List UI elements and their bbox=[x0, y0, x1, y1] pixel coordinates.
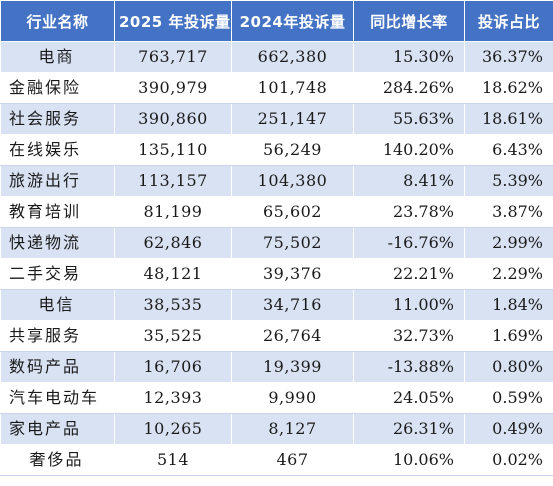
cell-industry: 电信 bbox=[0, 289, 115, 321]
cell-yoy-growth: 26.31% bbox=[353, 413, 465, 445]
cell-count-2024: 34,716 bbox=[231, 289, 354, 321]
table-row: 数码产品 16,706 19,399 -13.88% 0.80% bbox=[0, 351, 553, 383]
cell-yoy-growth: 15.30% bbox=[353, 41, 465, 73]
table-header-row: 行业名称 2025 年投诉量 2024年投诉量 同比增长率 投诉占比 bbox=[0, 0, 553, 42]
cell-count-2024: 251,147 bbox=[231, 103, 354, 135]
cell-yoy-growth: 140.20% bbox=[353, 134, 465, 166]
cell-industry: 奢侈品 bbox=[0, 444, 115, 476]
cell-count-2025: 81,199 bbox=[114, 196, 232, 228]
cell-share: 0.49% bbox=[464, 413, 553, 445]
header-share: 投诉占比 bbox=[464, 0, 553, 42]
cell-yoy-growth: 24.05% bbox=[353, 382, 465, 414]
cell-count-2025: 763,717 bbox=[114, 41, 232, 73]
table-row: 在线娱乐 135,110 56,249 140.20% 6.43% bbox=[0, 134, 553, 166]
cell-count-2024: 19,399 bbox=[231, 351, 354, 383]
cell-count-2024: 104,380 bbox=[231, 165, 354, 197]
cell-share: 1.69% bbox=[464, 320, 553, 352]
cell-count-2025: 62,846 bbox=[114, 227, 232, 259]
cell-share: 1.84% bbox=[464, 289, 553, 321]
cell-industry: 共享服务 bbox=[0, 320, 115, 352]
cell-share: 2.99% bbox=[464, 227, 553, 259]
table-row: 社会服务 390,860 251,147 55.63% 18.61% bbox=[0, 103, 553, 135]
table-row: 家电产品 10,265 8,127 26.31% 0.49% bbox=[0, 413, 553, 445]
cell-share: 2.29% bbox=[464, 258, 553, 290]
cell-count-2025: 48,121 bbox=[114, 258, 232, 290]
table-row: 电信 38,535 34,716 11.00% 1.84% bbox=[0, 289, 553, 321]
cell-count-2024: 26,764 bbox=[231, 320, 354, 352]
table-row: 共享服务 35,525 26,764 32.73% 1.69% bbox=[0, 320, 553, 352]
cell-count-2024: 662,380 bbox=[231, 41, 354, 73]
header-count-2024: 2024年投诉量 bbox=[231, 0, 354, 42]
cell-share: 36.37% bbox=[464, 41, 553, 73]
cell-industry: 家电产品 bbox=[0, 413, 115, 445]
cell-industry: 在线娱乐 bbox=[0, 134, 115, 166]
table-row: 汽车电动车 12,393 9,990 24.05% 0.59% bbox=[0, 382, 553, 414]
cell-share: 18.62% bbox=[464, 72, 553, 104]
cell-share: 6.43% bbox=[464, 134, 553, 166]
cell-industry: 教育培训 bbox=[0, 196, 115, 228]
cell-industry: 电商 bbox=[0, 41, 115, 73]
cell-count-2024: 9,990 bbox=[231, 382, 354, 414]
cell-share: 0.59% bbox=[464, 382, 553, 414]
cell-yoy-growth: 11.00% bbox=[353, 289, 465, 321]
cell-count-2025: 10,265 bbox=[114, 413, 232, 445]
cell-industry: 数码产品 bbox=[0, 351, 115, 383]
complaints-table: 行业名称 2025 年投诉量 2024年投诉量 同比增长率 投诉占比 电商 763… bbox=[0, 0, 553, 476]
cell-yoy-growth: 8.41% bbox=[353, 165, 465, 197]
cell-yoy-growth: 10.06% bbox=[353, 444, 465, 476]
cell-count-2025: 390,860 bbox=[114, 103, 232, 135]
cell-count-2025: 135,110 bbox=[114, 134, 232, 166]
cell-share: 0.02% bbox=[464, 444, 553, 476]
cell-yoy-growth: 23.78% bbox=[353, 196, 465, 228]
cell-count-2025: 38,535 bbox=[114, 289, 232, 321]
cell-share: 0.80% bbox=[464, 351, 553, 383]
cell-count-2025: 16,706 bbox=[114, 351, 232, 383]
cell-yoy-growth: 55.63% bbox=[353, 103, 465, 135]
table-row: 二手交易 48,121 39,376 22.21% 2.29% bbox=[0, 258, 553, 290]
cell-industry: 快递物流 bbox=[0, 227, 115, 259]
table-row: 金融保险 390,979 101,748 284.26% 18.62% bbox=[0, 72, 553, 104]
cell-count-2025: 35,525 bbox=[114, 320, 232, 352]
table-row: 奢侈品 514 467 10.06% 0.02% bbox=[0, 444, 553, 476]
cell-count-2024: 101,748 bbox=[231, 72, 354, 104]
cell-yoy-growth: 22.21% bbox=[353, 258, 465, 290]
table-row: 电商 763,717 662,380 15.30% 36.37% bbox=[0, 41, 553, 73]
cell-industry: 汽车电动车 bbox=[0, 382, 115, 414]
cell-industry: 旅游出行 bbox=[0, 165, 115, 197]
cell-count-2024: 39,376 bbox=[231, 258, 354, 290]
cell-yoy-growth: -16.76% bbox=[353, 227, 465, 259]
cell-yoy-growth: 284.26% bbox=[353, 72, 465, 104]
cell-count-2024: 65,602 bbox=[231, 196, 354, 228]
cell-yoy-growth: 32.73% bbox=[353, 320, 465, 352]
cell-industry: 二手交易 bbox=[0, 258, 115, 290]
cell-count-2024: 56,249 bbox=[231, 134, 354, 166]
cell-yoy-growth: -13.88% bbox=[353, 351, 465, 383]
cell-share: 3.87% bbox=[464, 196, 553, 228]
header-industry: 行业名称 bbox=[0, 0, 115, 42]
table-body: 电商 763,717 662,380 15.30% 36.37% 金融保险 390,979 1… bbox=[0, 41, 553, 476]
header-count-2025: 2025 年投诉量 bbox=[114, 0, 232, 42]
cell-industry: 社会服务 bbox=[0, 103, 115, 135]
cell-count-2024: 467 bbox=[231, 444, 354, 476]
table-row: 旅游出行 113,157 104,380 8.41% 5.39% bbox=[0, 165, 553, 197]
cell-count-2025: 113,157 bbox=[114, 165, 232, 197]
cell-count-2025: 390,979 bbox=[114, 72, 232, 104]
table-row: 教育培训 81,199 65,602 23.78% 3.87% bbox=[0, 196, 553, 228]
cell-count-2025: 12,393 bbox=[114, 382, 232, 414]
cell-count-2024: 75,502 bbox=[231, 227, 354, 259]
table-row: 快递物流 62,846 75,502 -16.76% 2.99% bbox=[0, 227, 553, 259]
cell-share: 18.61% bbox=[464, 103, 553, 135]
header-yoy-growth: 同比增长率 bbox=[353, 0, 465, 42]
cell-count-2024: 8,127 bbox=[231, 413, 354, 445]
cell-industry: 金融保险 bbox=[0, 72, 115, 104]
cell-count-2025: 514 bbox=[114, 444, 232, 476]
cell-share: 5.39% bbox=[464, 165, 553, 197]
